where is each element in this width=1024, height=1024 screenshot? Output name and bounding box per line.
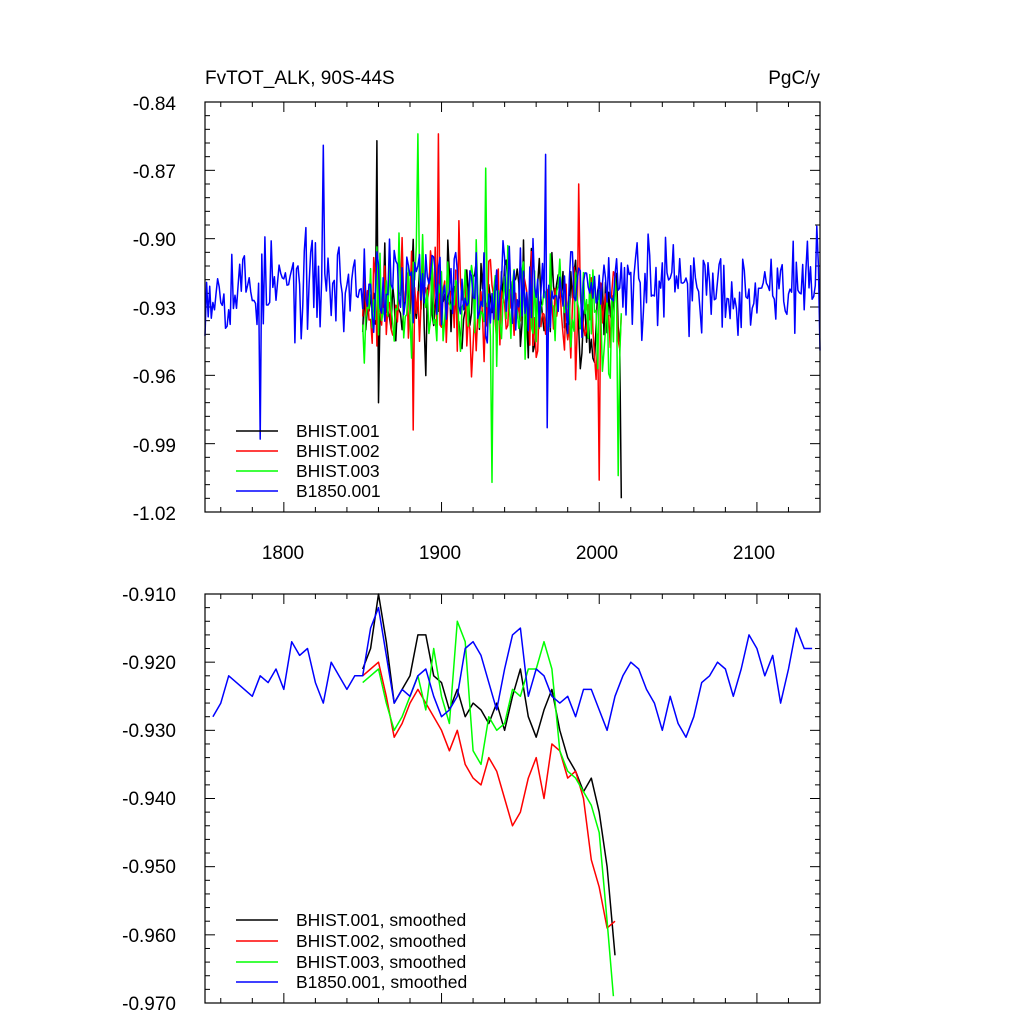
series-line-b1850-001-smoothed [212, 606, 813, 738]
top-y-axis: -0.84 -0.87 -0.90 -0.93 -0.96 -0.99 -1.0… [133, 94, 177, 525]
top-x-tick-label: 2000 [576, 543, 618, 564]
top-x-tick-label: 1900 [419, 543, 461, 564]
bottom-y-tick-label: -0.920 [122, 653, 176, 674]
top-x-tick-label: 2100 [733, 543, 775, 564]
top-legend: BHIST.001 BHIST.002 BHIST.003 B1850.001 [236, 421, 381, 501]
legend-label-bhist-002-smoothed: BHIST.002, smoothed [296, 931, 466, 951]
bottom-panel: -0.910 -0.920 -0.930 -0.940 -0.950 -0.96… [122, 585, 821, 1015]
top-y-tick-label: -0.84 [133, 94, 177, 115]
series-line-b1850-001 [204, 144, 821, 440]
bottom-y-tick-label: -0.910 [122, 585, 176, 606]
bottom-series-group [212, 593, 813, 997]
bottom-y-tick-label: -0.960 [122, 926, 176, 947]
bottom-y-tick-label: -0.970 [122, 994, 176, 1015]
legend-label-bhist-001: BHIST.001 [296, 421, 380, 441]
bottom-y-axis: -0.910 -0.920 -0.930 -0.940 -0.950 -0.96… [122, 585, 176, 1015]
bottom-y-tick-label: -0.950 [122, 857, 176, 878]
bottom-y-tick-label: -0.940 [122, 789, 176, 810]
top-y-tick-label: -0.96 [133, 367, 176, 388]
top-x-axis: 1800 1900 2000 2100 [262, 543, 775, 564]
top-series-group [204, 133, 821, 499]
top-y-tick-label: -0.99 [133, 436, 176, 457]
top-title-right: PgC/y [768, 68, 820, 89]
legend-label-bhist-002: BHIST.002 [296, 441, 380, 461]
top-panel: FvTOT_ALK, 90S-44S PgC/y -0.84 -0.87 -0.… [133, 68, 821, 564]
bottom-y-tick-label: -0.930 [122, 721, 176, 742]
legend-label-bhist-003: BHIST.003 [296, 461, 380, 481]
top-y-tick-label: -0.90 [133, 230, 176, 251]
legend-label-b1850-001: B1850.001 [296, 481, 381, 501]
series-line-bhist-001-smoothed [362, 593, 616, 956]
series-line-bhist-003-smoothed [362, 620, 615, 997]
legend-label-bhist-003-smoothed: BHIST.003, smoothed [296, 952, 466, 972]
top-title-left: FvTOT_ALK, 90S-44S [205, 68, 395, 89]
top-y-tick-label: -0.93 [133, 299, 176, 320]
bottom-plot-frame [204, 593, 821, 1004]
top-x-tick-label: 1800 [262, 543, 304, 564]
legend-label-bhist-001-smoothed: BHIST.001, smoothed [296, 910, 466, 930]
top-y-tick-label: -0.87 [133, 162, 176, 183]
series-line-bhist-002-smoothed [362, 661, 616, 929]
top-plot-frame [204, 101, 821, 513]
legend-label-b1850-001-smoothed: B1850.001, smoothed [296, 972, 467, 992]
series-line-bhist-003 [361, 133, 623, 484]
top-y-tick-label: -1.02 [133, 504, 176, 525]
bottom-legend: BHIST.001, smoothed BHIST.002, smoothed … [236, 910, 467, 992]
